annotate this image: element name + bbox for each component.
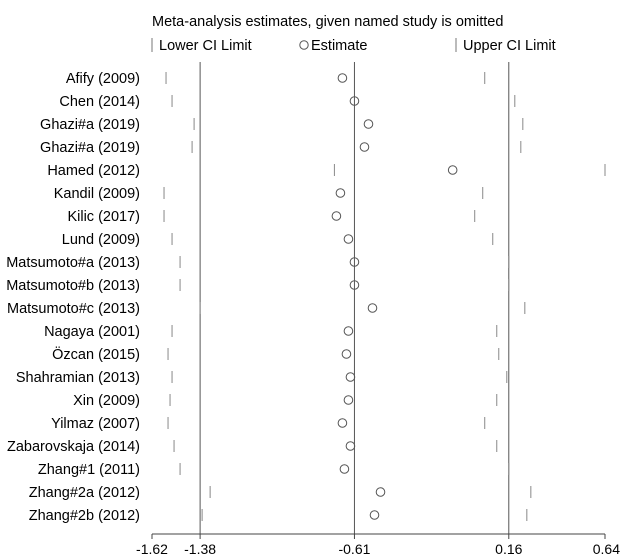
chart-title: Meta-analysis estimates, given named stu… <box>152 14 503 30</box>
study-label: Kandil (2009) <box>54 186 140 202</box>
x-tick-label: -1.62 <box>136 541 168 554</box>
estimate-marker <box>343 234 354 244</box>
study-label: Xin (2009) <box>73 393 140 409</box>
estimate-marker <box>349 280 360 290</box>
study-label: Matsumoto#a (2013) <box>6 255 140 271</box>
study-label: Zhang#2a (2012) <box>29 485 140 501</box>
estimate-marker <box>349 257 360 267</box>
x-tick-label: -0.61 <box>338 541 370 554</box>
study-row: Ghazi#a (2019) <box>40 117 524 133</box>
reference-lines <box>199 62 510 534</box>
study-label: Shahramian (2013) <box>16 370 140 386</box>
study-rows: Afify (2009) Chen (2014) Ghazi#a (2019) Gha… <box>6 71 606 524</box>
study-row: Kilic (2017) <box>67 209 476 225</box>
study-label: Chen (2014) <box>59 94 140 110</box>
study-row: Yilmaz (2007) <box>51 416 486 432</box>
study-row: Matsumoto#a (2013) <box>6 255 510 271</box>
estimate-marker <box>345 441 356 451</box>
estimate-marker <box>367 303 378 313</box>
study-row: Shahramian (2013) <box>16 370 508 386</box>
x-axis-ticks: -1.62 -1.38 -0.61 0.16 0.64 <box>136 534 620 554</box>
legend-estimate-marker <box>299 40 309 50</box>
study-row: Nagaya (2001) <box>44 324 498 340</box>
study-row: Zhang#1 (2011) <box>38 462 510 478</box>
study-row: Matsumoto#b (2013) <box>6 278 510 294</box>
study-label: Hamed (2012) <box>47 163 140 179</box>
study-row: Kandil (2009) <box>54 186 484 202</box>
estimate-marker <box>343 395 354 405</box>
estimate-marker <box>343 326 354 336</box>
study-label: Afify (2009) <box>66 71 140 87</box>
estimate-marker <box>345 372 356 382</box>
study-label: Lund (2009) <box>62 232 140 248</box>
estimate-marker <box>447 165 458 175</box>
study-row: Xin (2009) <box>73 393 498 409</box>
study-row: Zhang#2b (2012) <box>29 508 528 524</box>
x-tick-label: 0.64 <box>593 541 620 554</box>
x-tick-label: -1.38 <box>184 541 216 554</box>
legend-estimate-label: Estimate <box>311 38 367 54</box>
estimate-marker <box>349 96 360 106</box>
study-row: Chen (2014) <box>59 94 516 110</box>
study-label: Matsumoto#b (2013) <box>6 278 140 294</box>
x-tick-label: 0.16 <box>495 541 522 554</box>
study-row: Özcan (2015) <box>52 345 500 363</box>
study-label: Ghazi#a (2019) <box>40 117 140 133</box>
study-label: Matsumoto#c (2013) <box>7 301 140 317</box>
study-label: Zabarovskaja (2014) <box>7 439 140 455</box>
study-row: Zhang#2a (2012) <box>29 485 532 501</box>
study-label: Zhang#2b (2012) <box>29 508 140 524</box>
estimate-marker <box>341 349 352 359</box>
estimate-marker <box>331 211 342 221</box>
study-row: Hamed (2012) <box>47 163 606 179</box>
study-label: Zhang#1 (2011) <box>38 462 140 478</box>
study-label: Yilmaz (2007) <box>51 416 140 432</box>
estimate-marker <box>337 418 348 428</box>
estimate-marker <box>335 188 346 198</box>
study-row: Zabarovskaja (2014) <box>7 439 498 455</box>
study-label: Ghazi#a (2019) <box>40 140 140 156</box>
estimate-marker <box>339 464 350 474</box>
legend: Lower CI Limit Estimate Upper CI Limit <box>151 38 556 54</box>
study-label: Nagaya (2001) <box>44 324 140 340</box>
estimate-marker <box>363 119 374 129</box>
study-row: Ghazi#a (2019) <box>40 140 522 156</box>
legend-upper-label: Upper CI Limit <box>463 38 556 54</box>
legend-lower-label: Lower CI Limit <box>159 38 252 54</box>
estimate-marker <box>359 142 370 152</box>
estimate-marker <box>369 510 380 520</box>
estimate-marker <box>375 487 386 497</box>
estimate-marker <box>337 73 348 83</box>
study-row: Afify (2009) <box>66 71 486 87</box>
study-label: Özcan (2015) <box>52 345 140 363</box>
study-label: Kilic (2017) <box>67 209 140 225</box>
study-row: Matsumoto#c (2013) <box>7 301 526 317</box>
study-row: Lund (2009) <box>62 232 494 248</box>
